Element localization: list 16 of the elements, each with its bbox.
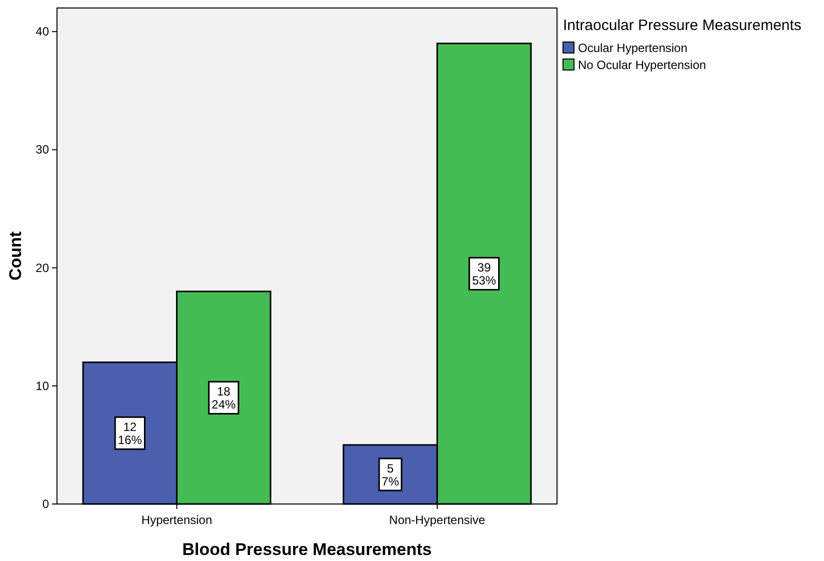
data-label: 39 53% <box>472 260 496 288</box>
legend-title: Intraocular Pressure Measurements <box>563 17 802 34</box>
x-tick-label: Hypertension <box>141 513 212 527</box>
y-tick-label: 40 <box>36 24 50 39</box>
x-tick-label: Non-Hypertensive <box>389 513 486 527</box>
y-tick-label: 10 <box>36 378 50 393</box>
data-label: 12 16% <box>118 420 142 448</box>
legend-label: No Ocular Hypertension <box>578 58 706 72</box>
x-axis-title: Blood Pressure Measurements <box>182 540 432 559</box>
y-tick-label: 30 <box>36 142 50 157</box>
y-axis-title: Count <box>6 231 25 281</box>
y-tick-label: 20 <box>36 260 50 275</box>
legend-label: Ocular Hypertension <box>578 41 688 55</box>
data-label: 5 7% <box>382 461 400 488</box>
y-tick-label: 0 <box>42 497 50 511</box>
data-label: 18 24% <box>212 384 236 412</box>
